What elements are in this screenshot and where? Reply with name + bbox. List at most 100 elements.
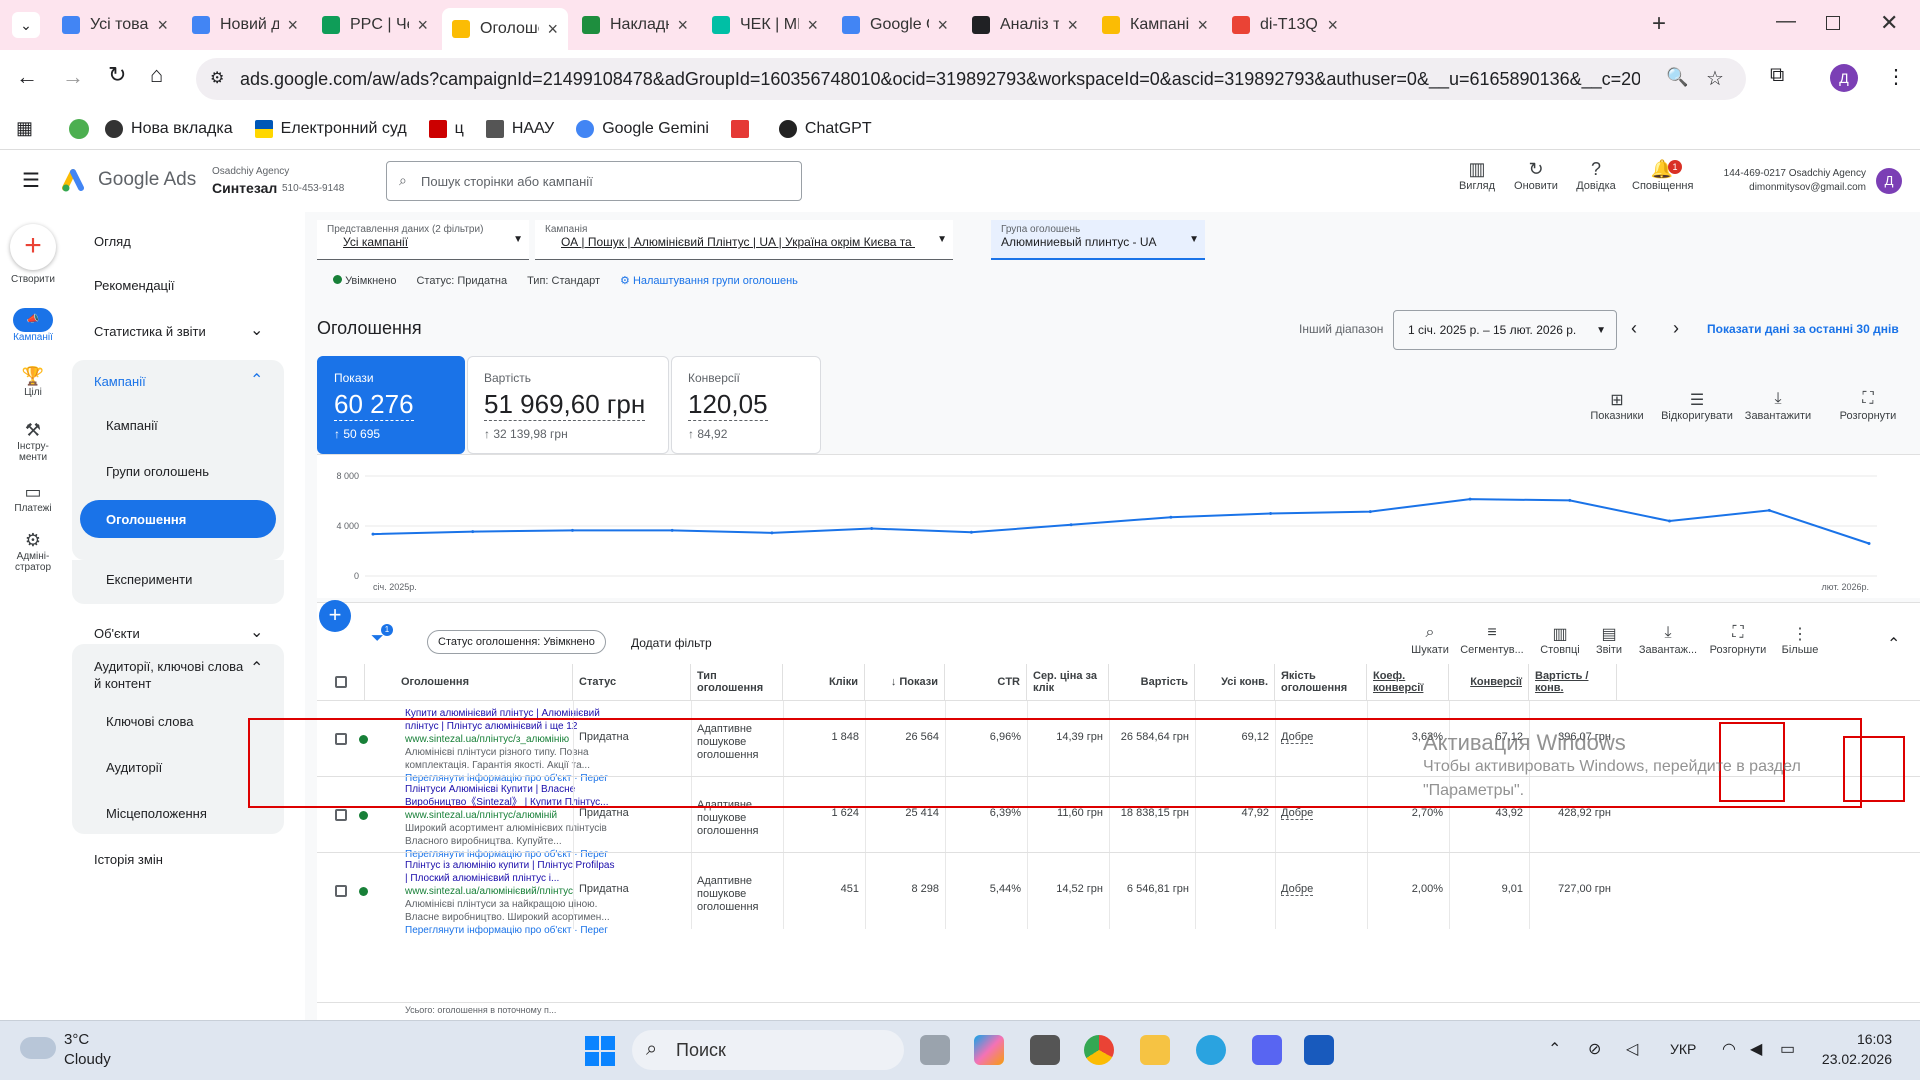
ad-preview[interactable]: Плінтус із алюмінію купити | Плінтус Pro… [405,859,615,937]
expand-chart-button[interactable]: ⛶ Розгорнути [1835,390,1901,422]
discord-icon[interactable] [1252,1035,1282,1065]
data-point[interactable] [1069,523,1073,527]
browser-tab[interactable]: Аналіз то × [962,8,1088,42]
view-button[interactable]: ▥ Вигляд [1447,158,1507,192]
home-icon[interactable]: ⌂ [150,62,164,87]
nav-overview[interactable]: Огляд [94,234,131,249]
col-status[interactable]: Статус [573,664,691,700]
app-icon[interactable] [1030,1035,1060,1065]
bookmark-acrobat[interactable] [730,119,757,138]
col-ad[interactable]: Оголошення [395,664,573,700]
row-checkbox[interactable] [335,733,347,745]
tab-search-icon[interactable]: ⌄ [12,12,40,38]
col-all-conv[interactable]: Усі конв. [1195,664,1275,700]
col-conversions[interactable]: Конверсії [1449,664,1529,700]
nav-assets[interactable]: Об'єкти [94,626,140,641]
search-input[interactable]: ⌕ Пошук сторінки або кампанії [386,161,802,201]
table-row[interactable]: Плінтус із алюмінію купити | Плінтус Pro… [317,852,1920,936]
nav-ad-groups[interactable]: Групи оголошень [106,464,210,479]
language-indicator[interactable]: УКР [1670,1041,1697,1057]
telegram-icon[interactable] [1196,1035,1226,1065]
browser-tab[interactable]: PPC | Чек × [312,8,438,42]
browser-tab[interactable]: Новий до × [182,8,308,42]
word-icon[interactable] [1304,1035,1334,1065]
rail-billing[interactable]: ▭ Платежі [0,482,66,514]
rail-campaigns[interactable]: 📣 Кампанії [0,308,66,343]
last-30-days-link[interactable]: Показати дані за останні 30 днів [1707,322,1899,336]
help-button[interactable]: ? Довідка [1566,158,1626,192]
reports-button[interactable]: ▤ Звіти [1587,624,1631,656]
ad-headline[interactable]: Плінтуси Алюмінієві Купити | Власне Виро… [405,784,609,808]
campaign-filter[interactable]: Кампанія ОА | Пошук | Алюмінієвий Плінту… [535,220,953,260]
adgroup-filter[interactable]: Група оголошень Алюминиевый плинтус - UA… [991,220,1205,260]
chevron-up-icon[interactable]: ⌃ [250,660,264,677]
nav-experiments[interactable]: Експерименти [106,572,193,587]
data-point[interactable] [1169,515,1173,519]
search-table-button[interactable]: ⌕ Шукати [1405,624,1455,656]
nav-ads-active[interactable] [80,500,276,538]
tab-close-icon[interactable]: × [417,14,428,35]
expand-table-button[interactable]: ⛶ Розгорнути [1705,624,1771,656]
tab-close-icon[interactable]: × [1067,14,1078,35]
menu-icon[interactable]: ⋮ [1886,66,1906,88]
browser-tab[interactable]: Google Ge × [832,8,958,42]
nav-recommendations[interactable]: Рекомендації [94,278,175,293]
tab-close-icon[interactable]: × [287,14,298,35]
adjust-button[interactable]: ☰ Відкоригувати [1657,390,1737,422]
adgroup-settings-link[interactable]: ⚙ Налаштування групи оголошень [620,274,798,287]
data-point[interactable] [1767,508,1771,512]
copilot-icon[interactable] [974,1035,1004,1065]
columns-button[interactable]: ▥ Стовпці [1533,624,1587,656]
table-row[interactable]: Купити алюмінієвий плінтус | Алюмінієвий… [317,700,1920,784]
prev-period-icon[interactable]: ‹ [1631,318,1637,338]
taskbar-search[interactable]: ⌕ Поиск [632,1030,904,1070]
volume-icon[interactable]: ◀ [1750,1041,1763,1058]
close-window-icon[interactable]: ✕ [1880,10,1899,35]
more-button[interactable]: ⋮ Більше [1775,624,1825,656]
metric-card-cost[interactable]: Вартість 51 969,60 грн ↑ 32 139,98 грн [467,356,669,454]
clock-date[interactable]: 23.02.2026 [1821,1051,1892,1067]
col-ad-strength[interactable]: Якість оголошення [1275,664,1367,700]
reload-icon[interactable]: ↻ [108,62,127,87]
metric-card-conversions[interactable]: Конверсії 120,05 ↑ 84,92 [671,356,821,454]
tab-close-icon[interactable]: × [547,18,558,39]
ad-preview[interactable]: Плінтуси Алюмінієві Купити | Власне Виро… [405,783,615,861]
user-avatar[interactable]: Д [1876,168,1902,194]
nav-audiences-header[interactable]: Аудиторії, ключові слова й контент [94,659,244,691]
col-type[interactable]: Тип оголошення [691,664,783,700]
bookmark-chatgpt[interactable]: ChatGPT [778,119,872,138]
minimize-icon[interactable]: — [1776,10,1796,32]
bookmark-utorrent[interactable] [69,118,90,139]
start-button[interactable] [584,1035,616,1067]
chevron-up-icon[interactable]: ⌃ [250,372,264,389]
nav-stats[interactable]: Статистика й звіти [94,324,206,339]
status-filter-chip[interactable]: Статус оголошення: Увімкнено [427,630,606,654]
data-point[interactable] [770,531,774,535]
col-cost-per-conv[interactable]: Вартість / конв. [1529,664,1617,700]
new-tab-icon[interactable]: + [1652,10,1667,37]
date-range-picker[interactable]: 1 січ. 2025 р. – 15 лют. 2026 р. ▼ [1393,310,1617,350]
cell-quality[interactable]: Добре [1281,731,1314,744]
tab-close-icon[interactable]: × [807,14,818,35]
browser-tab[interactable]: Оголошен × [442,8,568,50]
data-point[interactable] [371,532,375,536]
header-checkbox-cell[interactable] [317,664,365,700]
battery-icon[interactable]: ▭ [1780,1041,1796,1058]
next-period-icon[interactable]: › [1673,318,1679,338]
col-conv-rate[interactable]: Коеф. конверсії [1367,664,1449,700]
ad-headline[interactable]: Плінтус із алюмінію купити | Плінтус Pro… [405,860,615,884]
data-point[interactable] [1368,510,1372,514]
hamburger-menu-icon[interactable]: ☰ [22,170,40,192]
account-name[interactable]: Синтезал [212,180,278,196]
add-button[interactable]: + [319,600,351,632]
metric-card-impressions[interactable]: Покази 60 276 ↑ 50 695 [317,356,465,454]
bookmark-new-tab[interactable]: Нова вкладка [105,119,233,138]
add-filter-button[interactable]: Додати фільтр [631,636,712,650]
ad-headline[interactable]: Купити алюмінієвий плінтус | Алюмінієвий… [405,708,600,732]
address-bar[interactable]: ⚙ ads.google.com/aw/ads?campaignId=21499… [196,58,1746,100]
tab-close-icon[interactable]: × [1197,14,1208,35]
col-avg-cpc[interactable]: Сер. ціна за клік [1027,664,1109,700]
col-ctr[interactable]: CTR [945,664,1027,700]
data-point[interactable] [1668,519,1672,523]
site-info-icon[interactable]: ⚙ [210,70,225,87]
